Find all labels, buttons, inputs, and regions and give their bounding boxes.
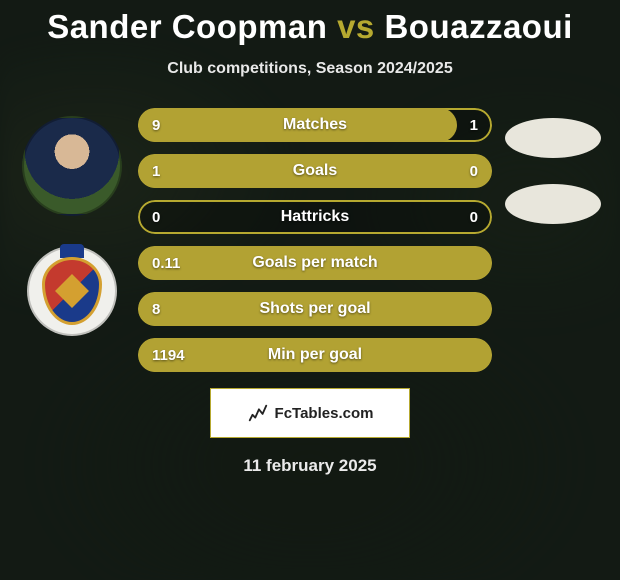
stat-row: Min per goal1194 [138, 338, 492, 372]
date-text: 11 february 2025 [243, 456, 376, 476]
value-left: 1 [152, 154, 160, 188]
stat-row: Matches9 1 [138, 108, 492, 142]
title-player2: Bouazzaoui [384, 8, 572, 45]
stats-bars: Matches91Goals10Hattricks00Goals per mat… [132, 108, 498, 372]
club-badge [27, 246, 117, 336]
footer-brand-text: FcTables.com [275, 405, 374, 422]
badge-shield-icon [42, 257, 102, 325]
player1-photo [22, 116, 122, 216]
badge-crown-icon [60, 244, 84, 258]
value-left: 0 [152, 200, 160, 234]
footer-brand-box[interactable]: FcTables.com [210, 388, 410, 438]
left-column [12, 108, 132, 372]
stat-row: Goals per match0.11 [138, 246, 492, 280]
value-right: 0 [470, 200, 478, 234]
bar-label: Goals [138, 154, 492, 188]
page-title: Sander Coopman vs Bouazzaoui [47, 8, 573, 46]
title-vs: vs [337, 8, 375, 45]
main-area: Matches91Goals10Hattricks00Goals per mat… [0, 108, 620, 372]
right-column [498, 108, 608, 372]
content-wrapper: Sander Coopman vs Bouazzaoui Club compet… [0, 0, 620, 580]
value-left: 0.11 [152, 246, 180, 280]
player2-placeholder [505, 184, 601, 224]
value-left: 8 [152, 292, 160, 326]
stat-row: Goals1 0 [138, 154, 492, 188]
bar-label: Min per goal [138, 338, 492, 372]
title-player1: Sander Coopman [47, 8, 327, 45]
value-left: 9 [152, 108, 160, 142]
subtitle-text: Club competitions, Season 2024/2025 [167, 60, 452, 78]
bar-label: Shots per goal [138, 292, 492, 326]
stat-row: Shots per goal8 [138, 292, 492, 326]
player2-placeholder [505, 118, 601, 158]
fctables-logo-icon [247, 402, 269, 424]
bar-label: Matches [138, 108, 492, 142]
value-right: 0 [470, 154, 478, 188]
bar-label: Hattricks [138, 200, 492, 234]
bar-label: Goals per match [138, 246, 492, 280]
value-left: 1194 [152, 338, 185, 372]
value-right: 1 [470, 108, 478, 142]
stat-row: Hattricks0 0 [138, 200, 492, 234]
